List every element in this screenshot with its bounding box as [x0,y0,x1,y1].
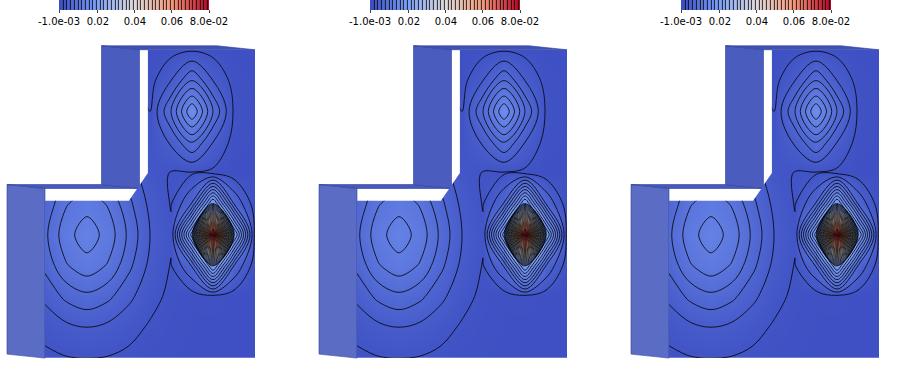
svg-text:0.06: 0.06 [472,16,494,27]
svg-text:-1.0e-03: -1.0e-03 [660,16,702,27]
svg-text:-1.0e-03: -1.0e-03 [349,16,391,27]
svg-text:0.04: 0.04 [746,16,768,27]
svg-text:8.0e-02: 8.0e-02 [812,16,850,27]
svg-text:0.02: 0.02 [709,16,731,27]
svg-text:8.0e-02: 8.0e-02 [501,16,539,27]
svg-text:0.06: 0.06 [783,16,805,27]
svg-text:0.06: 0.06 [161,16,183,27]
svg-text:0.02: 0.02 [398,16,420,27]
svg-text:8.0e-02: 8.0e-02 [190,16,228,27]
svg-text:0.04: 0.04 [124,16,146,27]
svg-text:0.02: 0.02 [87,16,109,27]
svg-text:-1.0e-03: -1.0e-03 [38,16,80,27]
svg-text:0.04: 0.04 [435,16,457,27]
